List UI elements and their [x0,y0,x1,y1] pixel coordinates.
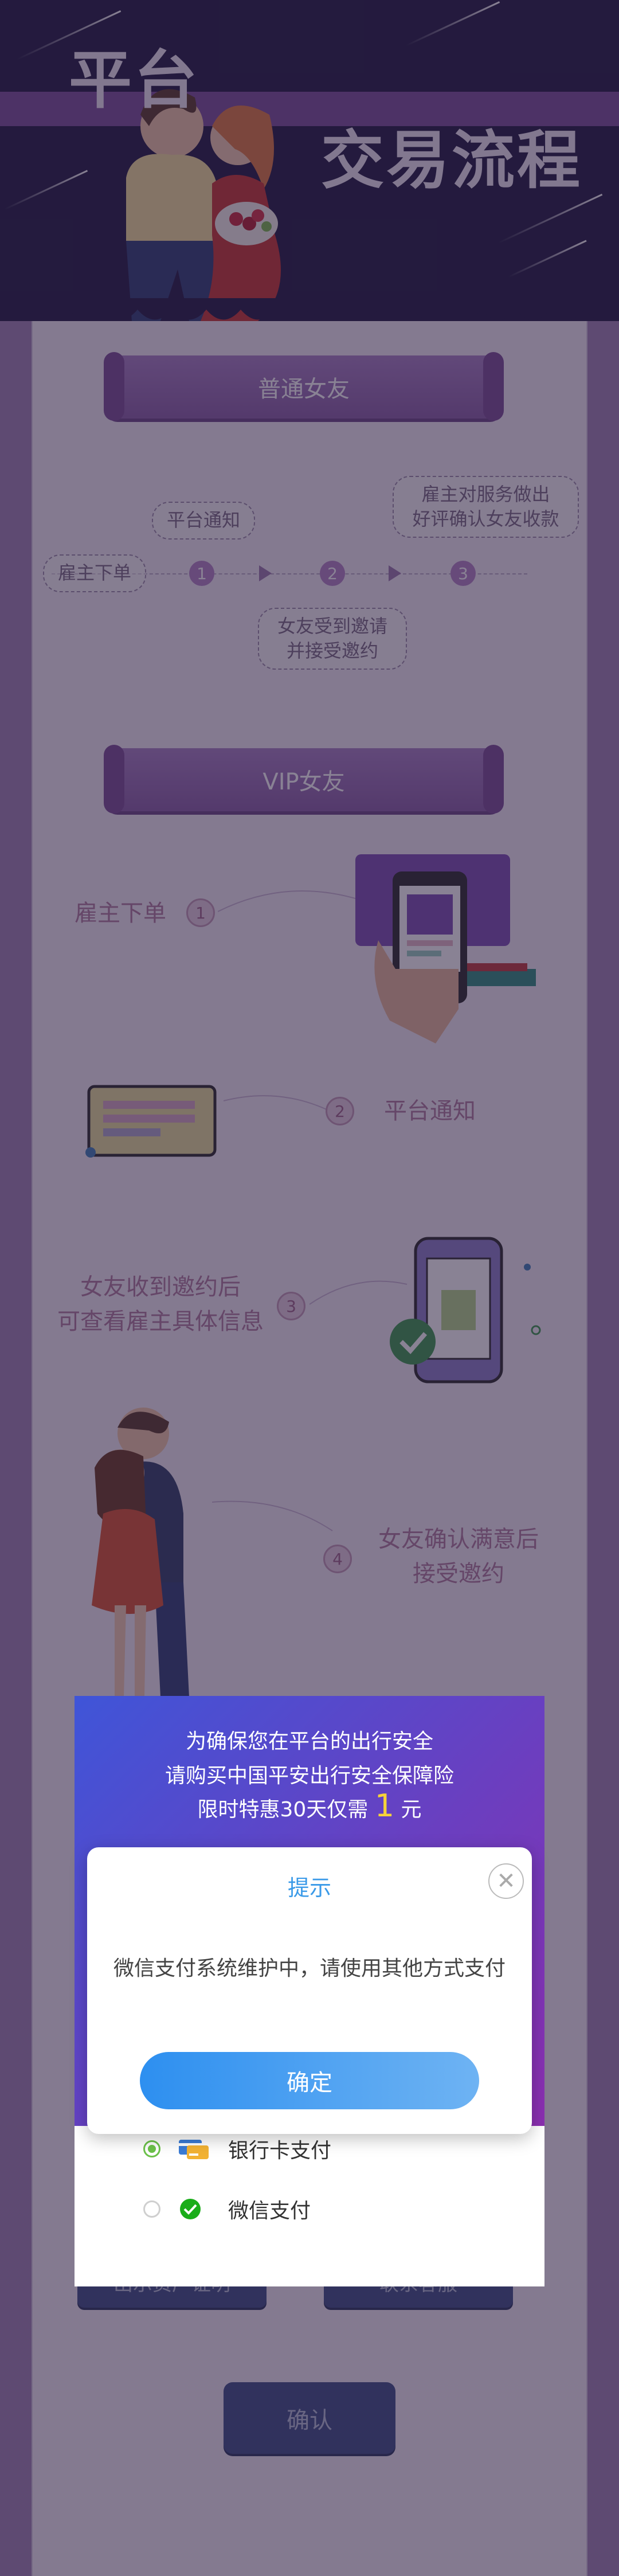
close-icon[interactable]: ✕ [488,1863,524,1899]
alert-dialog: 提示 ✕ 微信支付系统维护中，请使用其他方式支付 确定 [87,1847,532,2134]
insurance-line2: 请购买中国平安出行安全保障险 [164,1764,454,1788]
dialog-message: 微信支付系统维护中，请使用其他方式支付 [113,1957,506,1980]
dialog-ok-button[interactable]: 确定 [140,2052,479,2109]
bank-card-icon [179,2140,209,2159]
insurance-line3-prefix: 限时特惠30天仅需 [197,1798,369,1821]
payment-option-wechat[interactable]: 微信支付 [75,2183,544,2235]
radio-selected-icon[interactable] [143,2140,160,2157]
payment-option-bank-label: 银行卡支付 [228,2139,332,2163]
radio-unselected-icon[interactable] [143,2200,160,2218]
payment-option-bank[interactable]: 银行卡支付 [75,2123,544,2175]
dialog-title: 提示 [287,1875,331,1901]
insurance-line3: 限时特惠30天仅需 1 元 [75,1788,544,1824]
payment-option-wechat-label: 微信支付 [228,2199,311,2223]
insurance-price: 1 [374,1788,395,1824]
insurance-line3-suffix: 元 [401,1798,422,1821]
insurance-line1: 为确保您在平台的出行安全 [185,1730,433,1753]
wechat-pay-icon [180,2199,201,2219]
